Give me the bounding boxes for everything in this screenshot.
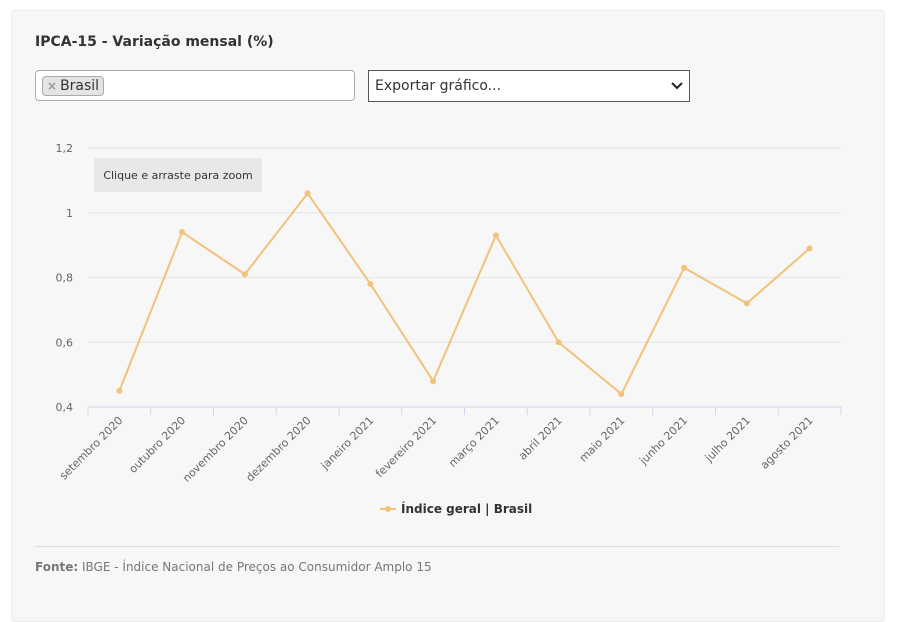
x-tick-label: maio 2021 xyxy=(577,414,628,465)
source-note: Fonte: IBGE - Índice Nacional de Preços … xyxy=(35,560,432,574)
region-filter-input[interactable]: × Brasil xyxy=(35,70,355,101)
data-point[interactable] xyxy=(241,271,248,278)
series-line xyxy=(118,192,811,396)
footer-divider xyxy=(35,546,839,547)
data-point[interactable] xyxy=(492,232,499,239)
y-tick-label: 0,4 xyxy=(56,401,74,414)
data-point[interactable] xyxy=(367,280,374,287)
source-label: Fonte: xyxy=(35,560,79,574)
x-tick-label: março 2021 xyxy=(446,414,502,470)
legend-label[interactable]: Índice geral | Brasil xyxy=(401,501,532,516)
x-tick-label: outubro 2020 xyxy=(126,414,188,476)
x-tick-label: fevereiro 2021 xyxy=(373,414,439,480)
line-chart[interactable]: 0,4 0,6 0,8 1 1,2 setembro 2020 outubro 2020no… xyxy=(0,0,902,540)
chevron-down-icon xyxy=(671,78,683,94)
data-point[interactable] xyxy=(179,229,186,236)
x-tick-label: dezembro 2020 xyxy=(243,414,313,484)
data-point[interactable] xyxy=(618,391,625,398)
data-point[interactable] xyxy=(806,245,813,252)
remove-chip-icon[interactable]: × xyxy=(47,79,58,93)
chart-card xyxy=(11,10,885,622)
data-point[interactable] xyxy=(430,378,437,385)
x-tick-label: julho 2021 xyxy=(702,414,753,465)
x-tick-label: abril 2021 xyxy=(516,414,565,463)
y-tick-label: 1 xyxy=(66,207,73,220)
data-point[interactable] xyxy=(743,300,750,307)
source-text: IBGE - Índice Nacional de Preços ao Cons… xyxy=(82,560,432,574)
x-tick-label: janeiro 2021 xyxy=(318,414,377,473)
legend-marker xyxy=(385,506,391,512)
y-tick-label: 1,2 xyxy=(56,142,74,155)
x-tick-label: novembro 2020 xyxy=(180,414,251,485)
data-point[interactable] xyxy=(304,190,311,197)
zoom-hint-box xyxy=(94,158,262,192)
y-tick-label: 0,6 xyxy=(56,336,74,349)
filter-chip-brasil[interactable]: × Brasil xyxy=(42,76,105,96)
x-tick-label: agosto 2021 xyxy=(758,414,816,472)
data-point[interactable] xyxy=(555,339,562,346)
x-tick-label: junho 2021 xyxy=(636,414,690,468)
page-title: IPCA-15 - Variação mensal (%) xyxy=(35,34,274,50)
filter-chip-label: Brasil xyxy=(60,78,100,94)
export-select-label: Exportar gráfico... xyxy=(375,78,502,94)
zoom-hint-text: Clique e arraste para zoom xyxy=(103,169,252,182)
y-tick-label: 0,8 xyxy=(56,272,74,285)
data-point[interactable] xyxy=(681,264,688,271)
x-tick-label: setembro 2020 xyxy=(57,414,125,482)
data-point[interactable] xyxy=(116,387,123,394)
export-chart-select[interactable]: Exportar gráfico... xyxy=(368,70,690,102)
